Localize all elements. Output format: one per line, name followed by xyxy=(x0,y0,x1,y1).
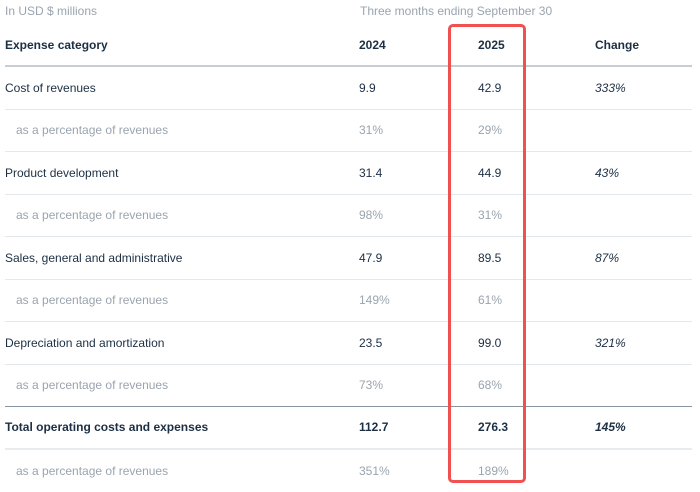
row-label: Depreciation and amortization xyxy=(5,322,164,364)
value-2025: 42.9 xyxy=(478,67,501,109)
value-2024: 23.5 xyxy=(359,322,382,364)
units-caption: In USD $ millions xyxy=(5,4,97,18)
row-label: as a percentage of revenues xyxy=(16,450,168,492)
table-row-depreciation-amortization: Depreciation and amortization 23.5 99.0 … xyxy=(5,322,692,365)
table-header-row: Expense category 2024 2025 Change xyxy=(5,24,692,67)
table-row-percentage: as a percentage of revenues 149% 61% xyxy=(5,280,692,323)
value-2024: 31% xyxy=(359,110,383,152)
value-2025: 89.5 xyxy=(478,237,501,279)
table-row-percentage: as a percentage of revenues 73% 68% xyxy=(5,365,692,408)
row-label: Cost of revenues xyxy=(5,67,96,109)
value-2025: 99.0 xyxy=(478,322,501,364)
value-2025: 61% xyxy=(478,280,502,322)
header-change: Change xyxy=(595,24,639,65)
period-caption: Three months ending September 30 xyxy=(360,4,552,18)
table-row-total-operating-costs: Total operating costs and expenses 112.7… xyxy=(5,407,692,450)
value-2025: 31% xyxy=(478,195,502,237)
value-2025: 276.3 xyxy=(478,407,508,448)
row-label: Product development xyxy=(5,152,118,194)
table-row-sales-general-admin: Sales, general and administrative 47.9 8… xyxy=(5,237,692,280)
header-2025: 2025 xyxy=(478,24,505,65)
value-2025: 68% xyxy=(478,365,502,407)
caption-row: In USD $ millions Three months ending Se… xyxy=(0,0,700,22)
row-label: as a percentage of revenues xyxy=(16,195,168,237)
value-change: 321% xyxy=(595,322,626,364)
table-row-percentage: as a percentage of revenues 31% 29% xyxy=(5,110,692,153)
value-2025: 189% xyxy=(478,450,509,492)
value-2024: 112.7 xyxy=(359,407,388,448)
table-row-percentage: as a percentage of revenues 351% 189% xyxy=(5,450,692,492)
table-row-product-development: Product development 31.4 44.9 43% xyxy=(5,152,692,195)
value-2024: 9.9 xyxy=(359,67,376,109)
value-2024: 149% xyxy=(359,280,390,322)
value-change: 145% xyxy=(595,407,626,448)
value-change: 333% xyxy=(595,67,626,109)
value-2025: 29% xyxy=(478,110,502,152)
value-change: 87% xyxy=(595,237,619,279)
header-expense-category: Expense category xyxy=(5,24,108,65)
value-2024: 73% xyxy=(359,365,383,407)
row-label: as a percentage of revenues xyxy=(16,365,168,407)
table-row-cost-of-revenues: Cost of revenues 9.9 42.9 333% xyxy=(5,67,692,110)
value-2024: 98% xyxy=(359,195,383,237)
value-2024: 47.9 xyxy=(359,237,382,279)
value-2024: 351% xyxy=(359,450,390,492)
row-label: as a percentage of revenues xyxy=(16,110,168,152)
row-label: as a percentage of revenues xyxy=(16,280,168,322)
value-2024: 31.4 xyxy=(359,152,382,194)
row-label: Sales, general and administrative xyxy=(5,237,182,279)
value-2025: 44.9 xyxy=(478,152,501,194)
value-change: 43% xyxy=(595,152,619,194)
expense-table: Expense category 2024 2025 Change Cost o… xyxy=(5,24,692,492)
header-2024: 2024 xyxy=(359,24,386,65)
table-row-percentage: as a percentage of revenues 98% 31% xyxy=(5,195,692,238)
row-label: Total operating costs and expenses xyxy=(5,407,208,448)
